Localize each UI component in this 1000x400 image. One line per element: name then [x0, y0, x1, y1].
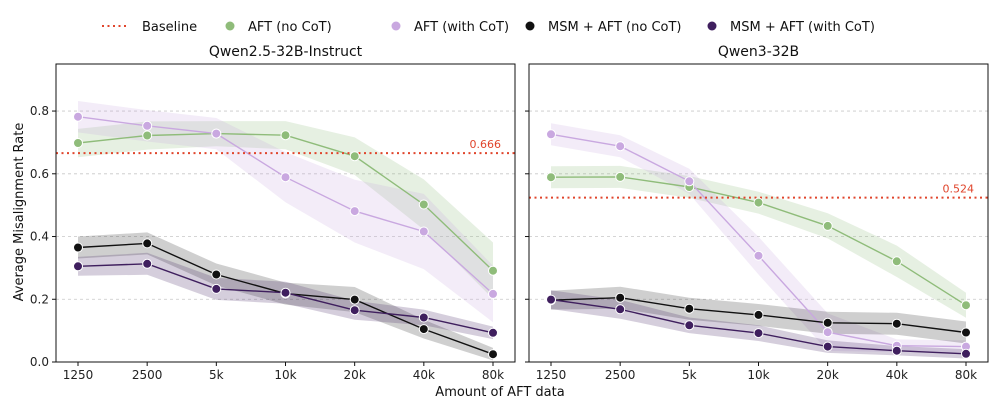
- data-point-msm_with_cot: [684, 320, 695, 331]
- confidence-band-aft_no_cot: [78, 121, 493, 299]
- data-point-msm_with_cot: [615, 304, 626, 315]
- data-point-msm_no_cot: [891, 318, 902, 329]
- data-point-msm_with_cot: [142, 258, 153, 269]
- x-tick-label: 5k: [682, 368, 697, 382]
- data-point-msm_with_cot: [280, 287, 291, 298]
- data-point-aft_with_cot: [753, 250, 764, 261]
- data-point-msm_no_cot: [684, 303, 695, 314]
- data-point-aft_no_cot: [546, 172, 556, 183]
- legend-swatch-marker: [391, 21, 401, 31]
- legend-item-msm_no_cot: MSM + AFT (no CoT): [525, 20, 682, 35]
- data-point-aft_with_cot: [418, 226, 429, 237]
- data-point-aft_with_cot: [73, 111, 83, 122]
- x-tick-label: 20k: [344, 368, 366, 382]
- data-point-aft_with_cot: [546, 129, 556, 140]
- data-point-aft_no_cot: [280, 130, 291, 141]
- panel-title: Qwen3-32B: [718, 44, 799, 60]
- data-point-msm_no_cot: [418, 324, 429, 335]
- y-tick-label: 0.8: [30, 104, 49, 118]
- data-point-aft_with_cot: [142, 120, 153, 131]
- chart-panels: Qwen2.5-32B-Instruct 0.666 1250 2500 5k 10k 20…: [30, 44, 989, 382]
- legend-swatch-marker: [225, 21, 235, 31]
- data-point-msm_no_cot: [142, 238, 153, 249]
- data-point-msm_with_cot: [211, 283, 222, 294]
- x-tick-label: 10k: [274, 368, 296, 382]
- data-point-aft_with_cot: [280, 172, 291, 183]
- x-tick-label: 80k: [955, 368, 977, 382]
- y-tick-label: 0.6: [30, 167, 49, 181]
- data-point-aft_no_cot: [418, 199, 429, 210]
- data-point-msm_with_cot: [822, 341, 833, 352]
- data-point-msm_no_cot: [349, 294, 360, 305]
- data-point-aft_no_cot: [822, 220, 833, 231]
- legend-label: AFT (no CoT): [248, 20, 332, 35]
- x-tick-label: 40k: [413, 368, 435, 382]
- data-point-msm_no_cot: [753, 309, 764, 320]
- x-tick-label: 10k: [747, 368, 769, 382]
- data-point-aft_no_cot: [142, 130, 153, 141]
- data-point-msm_with_cot: [546, 294, 556, 305]
- confidence-band-aft_with_cot: [551, 123, 966, 353]
- data-point-msm_no_cot: [73, 242, 83, 253]
- data-point-aft_with_cot: [349, 206, 360, 217]
- data-point-aft_no_cot: [753, 197, 764, 208]
- x-tick-label: 1250: [536, 368, 567, 382]
- x-tick-label: 20k: [817, 368, 839, 382]
- data-point-msm_with_cot: [349, 305, 360, 316]
- legend-label: MSM + AFT (no CoT): [548, 20, 682, 35]
- legend-label: MSM + AFT (with CoT): [730, 20, 875, 35]
- data-point-msm_no_cot: [615, 292, 626, 303]
- x-axis-label: Amount of AFT data: [435, 385, 564, 400]
- data-point-aft_with_cot: [684, 176, 695, 187]
- confidence-band-aft_with_cot: [78, 101, 493, 323]
- data-point-aft_no_cot: [615, 171, 626, 182]
- y-tick-label: 0.0: [30, 355, 49, 369]
- panel-title: Qwen2.5-32B-Instruct: [209, 44, 363, 60]
- legend-swatch-marker: [707, 21, 717, 31]
- baseline-value-label: 0.524: [943, 183, 975, 196]
- confidence-band-aft_no_cot: [551, 165, 966, 318]
- data-point-aft_no_cot: [891, 256, 902, 267]
- data-point-msm_with_cot: [891, 345, 902, 356]
- data-point-msm_no_cot: [211, 269, 222, 280]
- data-point-aft_no_cot: [488, 265, 498, 276]
- legend-label: AFT (with CoT): [414, 20, 509, 35]
- x-tick-label: 1250: [63, 368, 94, 382]
- data-point-aft_with_cot: [211, 128, 222, 139]
- data-point-msm_with_cot: [488, 327, 498, 338]
- y-tick-label: 0.4: [30, 230, 49, 244]
- data-point-aft_with_cot: [615, 141, 626, 152]
- data-point-msm_with_cot: [753, 328, 764, 339]
- legend: Baseline AFT (no CoT) AFT (with CoT) MSM + …: [102, 20, 875, 35]
- data-point-aft_with_cot: [488, 288, 498, 299]
- y-axis-label: Average Misalignment Rate: [12, 123, 27, 302]
- data-point-aft_no_cot: [961, 300, 971, 311]
- legend-item-aft_no_cot: AFT (no CoT): [225, 20, 332, 35]
- panel-2: Qwen3-32B 0.524 1250 2500 5k 10k 20k 40k 80k: [525, 44, 989, 382]
- x-tick-label: 80k: [482, 368, 504, 382]
- panel-1: Qwen2.5-32B-Instruct 0.666 1250 2500 5k 10k 20…: [30, 44, 516, 382]
- legend-item-baseline: Baseline: [102, 20, 197, 35]
- x-tick-label: 5k: [209, 368, 224, 382]
- data-point-msm_with_cot: [418, 312, 429, 323]
- data-point-aft_with_cot: [822, 327, 833, 338]
- data-point-msm_no_cot: [822, 317, 833, 328]
- legend-label: Baseline: [142, 20, 197, 35]
- baseline-value-label: 0.666: [470, 138, 502, 151]
- x-tick-label: 2500: [132, 368, 163, 382]
- legend-item-aft_with_cot: AFT (with CoT): [391, 20, 509, 35]
- data-point-msm_no_cot: [961, 327, 971, 338]
- y-tick-label: 0.2: [30, 292, 49, 306]
- data-point-aft_no_cot: [73, 138, 83, 148]
- data-point-msm_with_cot: [73, 261, 83, 272]
- legend-item-msm_with_cot: MSM + AFT (with CoT): [707, 20, 875, 35]
- data-point-msm_no_cot: [488, 349, 498, 360]
- legend-swatch-marker: [525, 21, 535, 31]
- data-point-aft_no_cot: [349, 151, 360, 162]
- x-tick-label: 2500: [605, 368, 636, 382]
- data-point-msm_with_cot: [961, 348, 971, 359]
- x-tick-label: 40k: [886, 368, 908, 382]
